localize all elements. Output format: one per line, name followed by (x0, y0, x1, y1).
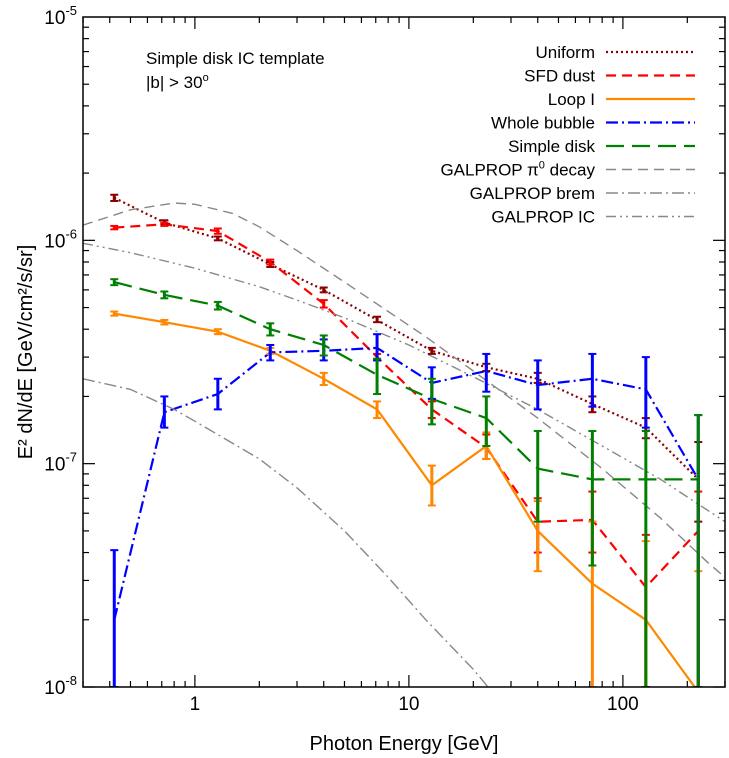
annotation-title: Simple disk IC template (146, 49, 325, 68)
legend-label: GALPROP IC (491, 208, 595, 227)
series-line-loop-i (114, 312, 697, 687)
series-line-galprop-ic (83, 242, 725, 523)
legend-entry-galprop-decay: GALPROP π0 decay (440, 160, 695, 180)
legend-entry-galprop-brem: GALPROP brem (470, 184, 695, 203)
plot-frame (82, 16, 726, 688)
x-tick-label: 100 (607, 694, 639, 715)
y-tick-label: 10-6 (44, 226, 77, 252)
ticks-layer (82, 17, 726, 688)
legend-entry-whole-bubble: Whole bubble (491, 114, 695, 133)
legend-entry-galprop-ic: GALPROP IC (491, 208, 695, 227)
legend: Uniform SFD dust Loop I Whole bubble Simple … (440, 43, 695, 227)
error-bars-layer (110, 193, 703, 687)
legend-label: GALPROP brem (470, 184, 595, 203)
curves-layer (83, 196, 725, 687)
y-axis-label: E² dN/dE [GeV/cm²/s/sr] (15, 245, 37, 459)
legend-entry-uniform: Uniform (535, 43, 695, 62)
legend-label: Uniform (535, 43, 595, 62)
x-tick-label: 1 (190, 694, 201, 715)
legend-label: Simple disk (508, 137, 595, 156)
legend-label: Whole bubble (491, 114, 595, 133)
series-line-simple-disk (114, 281, 699, 481)
legend-label: GALPROP π0 decay (440, 160, 595, 180)
x-axis-label: Photon Energy [GeV] (309, 733, 498, 755)
series-line-sfd-dust (114, 223, 700, 589)
series-line-galprop-decay (83, 202, 725, 578)
y-tick-label: 10-5 (44, 3, 77, 29)
series-line-galprop-brem (83, 378, 489, 687)
legend-label: Loop I (548, 90, 595, 109)
legend-entry-sfd-dust: SFD dust (524, 67, 695, 86)
annotation-latitude-cut: |b| > 30o (146, 72, 209, 92)
y-tick-label: 10-7 (44, 450, 77, 476)
x-tick-label: 10 (398, 694, 419, 715)
legend-label: SFD dust (524, 67, 595, 86)
legend-entry-loop-i: Loop I (548, 90, 695, 109)
tick-labels-layer: 1 10 100 10-8 10-7 10-6 10-5 (44, 3, 638, 715)
legend-entry-simple-disk: Simple disk (508, 137, 695, 156)
y-tick-label: 10-8 (44, 673, 77, 699)
